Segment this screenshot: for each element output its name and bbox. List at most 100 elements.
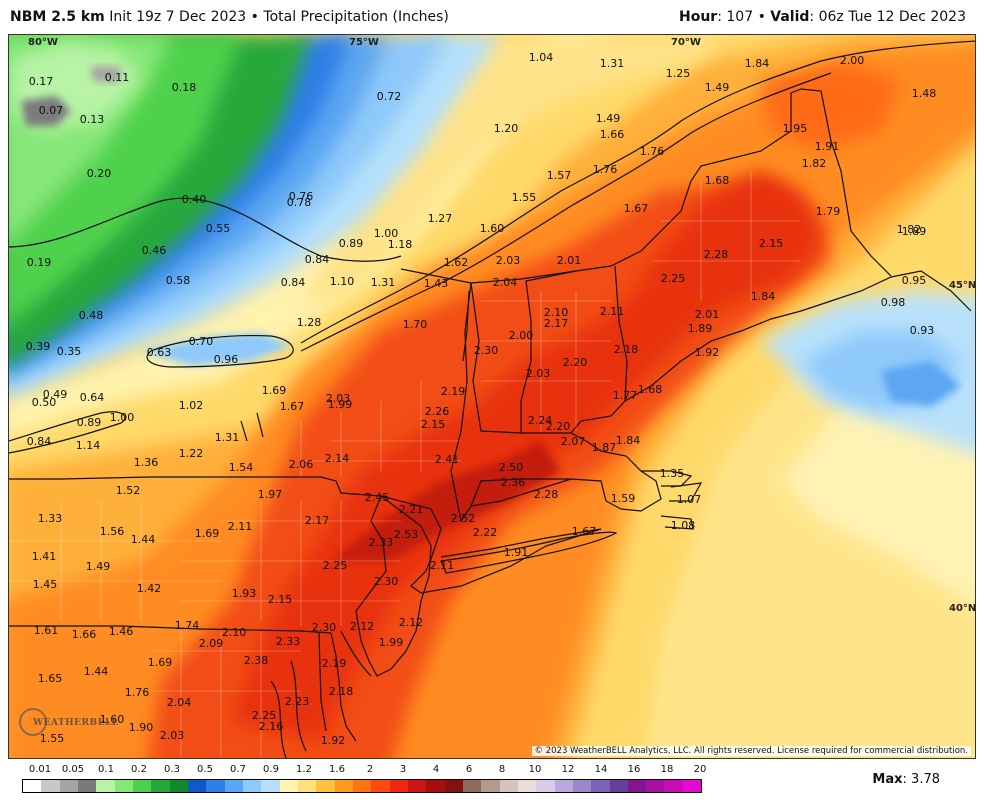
point-value-label: 2.15 bbox=[421, 418, 446, 431]
legend-label: 0.3 bbox=[164, 764, 180, 775]
point-value-label: 2.15 bbox=[268, 593, 293, 606]
point-value-label: 1.57 bbox=[547, 169, 572, 182]
point-value-label: 1.45 bbox=[33, 578, 58, 591]
point-value-label: 0.11 bbox=[105, 71, 130, 84]
point-value-label: 1.18 bbox=[388, 238, 413, 251]
point-value-label: 2.28 bbox=[704, 248, 729, 261]
point-value-label: 1.08 bbox=[671, 519, 696, 532]
point-value-label: 1.46 bbox=[109, 625, 134, 638]
lon-80w-label: 80°W bbox=[28, 37, 58, 48]
legend-swatch bbox=[572, 780, 592, 792]
point-value-label: 0.20 bbox=[87, 167, 112, 180]
point-value-label: 1.69 bbox=[262, 384, 287, 397]
point-value-label: 1.92 bbox=[321, 734, 346, 747]
point-value-label: 1.59 bbox=[611, 492, 636, 505]
point-value-label: 1.76 bbox=[125, 686, 150, 699]
legend-swatch bbox=[261, 780, 280, 792]
point-value-label: 1.20 bbox=[494, 122, 519, 135]
legend-swatch bbox=[591, 780, 610, 792]
point-value-label: 2.15 bbox=[759, 237, 784, 250]
legend-swatch bbox=[242, 780, 262, 792]
legend-label: 2 bbox=[366, 764, 374, 775]
point-value-label: 0.84 bbox=[281, 276, 306, 289]
point-value-label: 2.11 bbox=[228, 520, 253, 533]
point-value-label: 1.44 bbox=[131, 533, 156, 546]
point-value-label: 2.41 bbox=[435, 453, 460, 466]
legend-swatch bbox=[462, 780, 482, 792]
point-value-label: 2.36 bbox=[501, 476, 526, 489]
point-value-label: 2.25 bbox=[323, 559, 348, 572]
legend-swatch bbox=[517, 780, 537, 792]
legend-label: 0.2 bbox=[131, 764, 147, 775]
point-value-label: 1.56 bbox=[100, 525, 125, 538]
model-name: NBM 2.5 km bbox=[10, 9, 105, 25]
point-value-label: 1.07 bbox=[677, 493, 702, 506]
legend-swatch bbox=[664, 780, 683, 792]
point-value-label: 1.74 bbox=[175, 619, 200, 632]
point-value-label: 2.19 bbox=[322, 657, 347, 670]
max-label: Max bbox=[872, 772, 903, 787]
legend-swatch bbox=[316, 780, 335, 792]
max-value: : 3.78 bbox=[902, 772, 940, 787]
point-value-label: 1.35 bbox=[660, 467, 685, 480]
point-value-label: 1.62 bbox=[444, 256, 469, 269]
point-value-label: 1.44 bbox=[84, 665, 109, 678]
precipitation-map[interactable]: 80°W 75°W 70°W 45°N 40°N 1.04 1.31 1.25 1.8… bbox=[8, 34, 976, 759]
legend-swatch bbox=[169, 780, 188, 792]
valid-time: Hour: 107 • Valid: 06z Tue 12 Dec 2023 bbox=[679, 0, 966, 34]
point-value-label: 0.50 bbox=[32, 396, 57, 409]
valid-value: : 06z Tue 12 Dec 2023 bbox=[809, 9, 966, 25]
point-value-label: 1.84 bbox=[616, 434, 641, 447]
copyright-notice: © 2023 WeatherBELL Analytics, LLC. All r… bbox=[531, 746, 971, 756]
legend-swatch bbox=[41, 780, 60, 792]
legend-swatch bbox=[426, 780, 445, 792]
point-value-label: 1.43 bbox=[424, 277, 449, 290]
legend-label: 3 bbox=[399, 764, 407, 775]
point-value-label: 1.87 bbox=[592, 441, 617, 454]
legend-swatch bbox=[297, 780, 317, 792]
point-value-label: 1.68 bbox=[705, 174, 730, 187]
weatherbell-logo: WEATHERBELL bbox=[19, 708, 118, 736]
lon-75w-label: 75°W bbox=[349, 37, 379, 48]
legend-label: 0.5 bbox=[197, 764, 213, 775]
legend-label: 0.9 bbox=[263, 764, 279, 775]
point-value-label: 0.19 bbox=[27, 256, 52, 269]
point-value-label: 2.22 bbox=[473, 526, 498, 539]
point-value-label: 0.95 bbox=[902, 274, 927, 287]
lat-45n-label: 45°N bbox=[949, 280, 975, 291]
map-canvas: 80°W 75°W 70°W 45°N 40°N 1.04 1.31 1.25 1.8… bbox=[9, 35, 975, 758]
legend-label: 1.6 bbox=[329, 764, 345, 775]
legend-swatch bbox=[224, 780, 243, 792]
point-value-label: 1.61 bbox=[34, 624, 59, 637]
point-value-label: 1.48 bbox=[912, 87, 937, 100]
point-value-label: 2.11 bbox=[600, 305, 625, 318]
point-value-label: 1.66 bbox=[600, 128, 625, 141]
point-value-label: 1.60 bbox=[100, 713, 125, 726]
point-value-label: 1.49 bbox=[596, 112, 621, 125]
point-value-label: 0.13 bbox=[80, 113, 105, 126]
point-value-label: 1.89 bbox=[902, 225, 927, 238]
point-value-label: 2.45 bbox=[365, 491, 390, 504]
point-value-label: 0.46 bbox=[142, 244, 167, 257]
point-value-label: 0.07 bbox=[39, 104, 64, 117]
coordinate-labels: 80°W 75°W 70°W 45°N 40°N bbox=[28, 37, 975, 614]
point-value-label: 2.38 bbox=[244, 654, 269, 667]
point-value-label: 2.03 bbox=[526, 367, 551, 380]
point-value-label: 2.03 bbox=[496, 254, 521, 267]
hour-label: Hour bbox=[679, 9, 718, 25]
point-value-label: 1.14 bbox=[76, 439, 101, 452]
point-value-label: 0.58 bbox=[166, 274, 191, 287]
point-value-label: 1.70 bbox=[403, 318, 428, 331]
point-value-label: 1.97 bbox=[258, 488, 283, 501]
point-value-label: 1.00 bbox=[110, 411, 135, 424]
point-value-label: 1.76 bbox=[593, 163, 618, 176]
point-value-label: 0.48 bbox=[79, 309, 104, 322]
point-value-label: 0.18 bbox=[172, 81, 197, 94]
legend-swatch bbox=[499, 780, 518, 792]
point-value-label: 2.14 bbox=[325, 452, 350, 465]
point-value-label: 1.84 bbox=[745, 57, 770, 70]
point-value-label: 2.00 bbox=[509, 329, 534, 342]
map-header: NBM 2.5 km Init 19z 7 Dec 2023 • Total P… bbox=[0, 0, 984, 34]
point-value-label: 1.91 bbox=[504, 546, 529, 559]
point-value-label: 1.79 bbox=[816, 205, 841, 218]
